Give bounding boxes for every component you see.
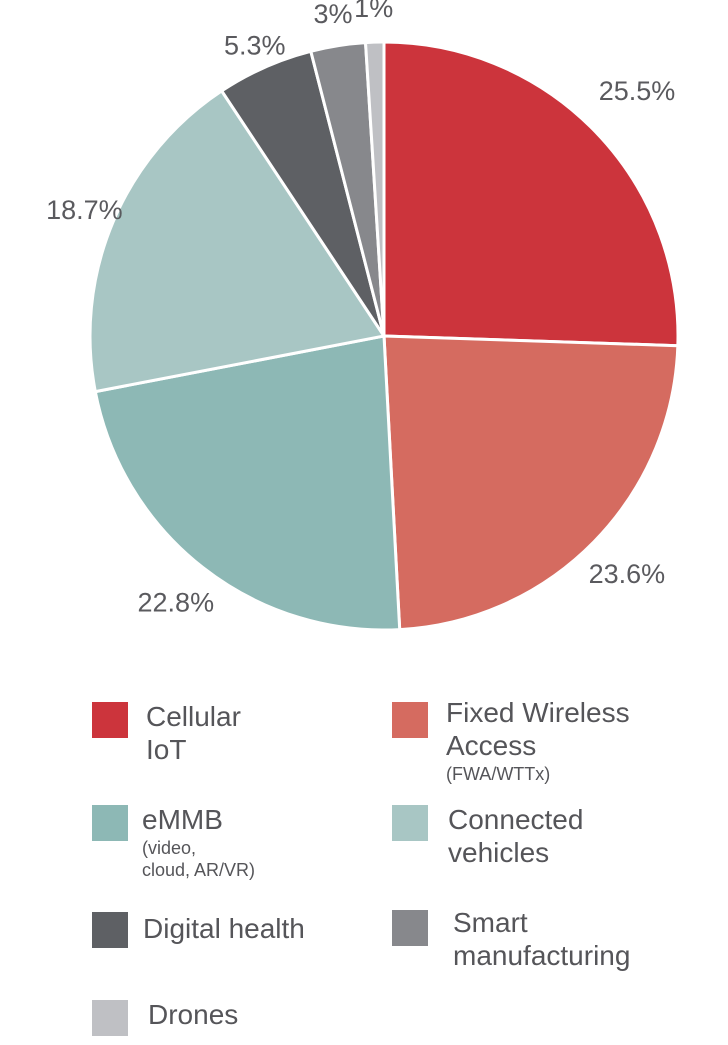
legend-sublabel: (FWA/WTTx) bbox=[446, 764, 551, 785]
legend-label: Drones bbox=[148, 999, 239, 1030]
legend-label: Smart manufacturing bbox=[453, 907, 631, 972]
pie-slice-emmb bbox=[93, 334, 402, 632]
legend-label: eMMB bbox=[142, 804, 223, 835]
pie-slice-connected-vehicles bbox=[88, 89, 386, 394]
pie-label-fixed-wireless-access: 23.6% bbox=[589, 559, 666, 589]
legend-label: Connected vehicles bbox=[448, 804, 584, 869]
legend-item-smart-manufacturing: Smart manufacturing bbox=[392, 906, 630, 972]
legend-swatch bbox=[92, 805, 128, 841]
legend-item-drones: Drones bbox=[92, 998, 238, 1036]
pie-label-cellular-iot: 25.5% bbox=[599, 76, 676, 106]
pie-slice-drones bbox=[364, 40, 386, 338]
pie-slice-fixed-wireless-access bbox=[382, 334, 680, 632]
pie-label-connected-vehicles: 18.7% bbox=[46, 195, 123, 225]
pie-label-digital-health: 5.3% bbox=[224, 30, 286, 60]
legend-swatch bbox=[92, 1000, 128, 1036]
legend-label: Digital health bbox=[143, 913, 305, 944]
legend-swatch bbox=[92, 702, 128, 738]
legend-sublabel: (video, cloud, AR/VR) bbox=[142, 838, 256, 880]
legend-swatch bbox=[392, 805, 428, 841]
legend-swatch bbox=[392, 702, 428, 738]
legend-item-digital-health: Digital health bbox=[92, 910, 305, 948]
legend-label: Fixed Wireless Access bbox=[446, 697, 630, 762]
legend-label: Cellular IoT bbox=[146, 701, 241, 766]
legend-item-cellular-iot: Cellular IoT bbox=[92, 700, 241, 766]
pie-slice-cellular-iot bbox=[382, 40, 680, 348]
legend-item-fixed-wireless-access: Fixed Wireless Access (FWA/WTTx) bbox=[392, 696, 630, 786]
legend-swatch bbox=[92, 912, 128, 948]
pie-label-smart-manufacturing: 3% bbox=[313, 0, 352, 29]
legend-item-connected-vehicles: Connected vehicles bbox=[392, 803, 583, 869]
legend-item-emmb: eMMB (video, cloud, AR/VR) bbox=[92, 803, 255, 881]
pie-label-emmb: 22.8% bbox=[138, 587, 215, 617]
pie-chart: 25.5% 23.6% 22.8% 18.7% 5.3% 3% 1% bbox=[46, 0, 680, 632]
legend-swatch bbox=[392, 910, 428, 946]
pie-label-drones: 1% bbox=[354, 0, 393, 23]
